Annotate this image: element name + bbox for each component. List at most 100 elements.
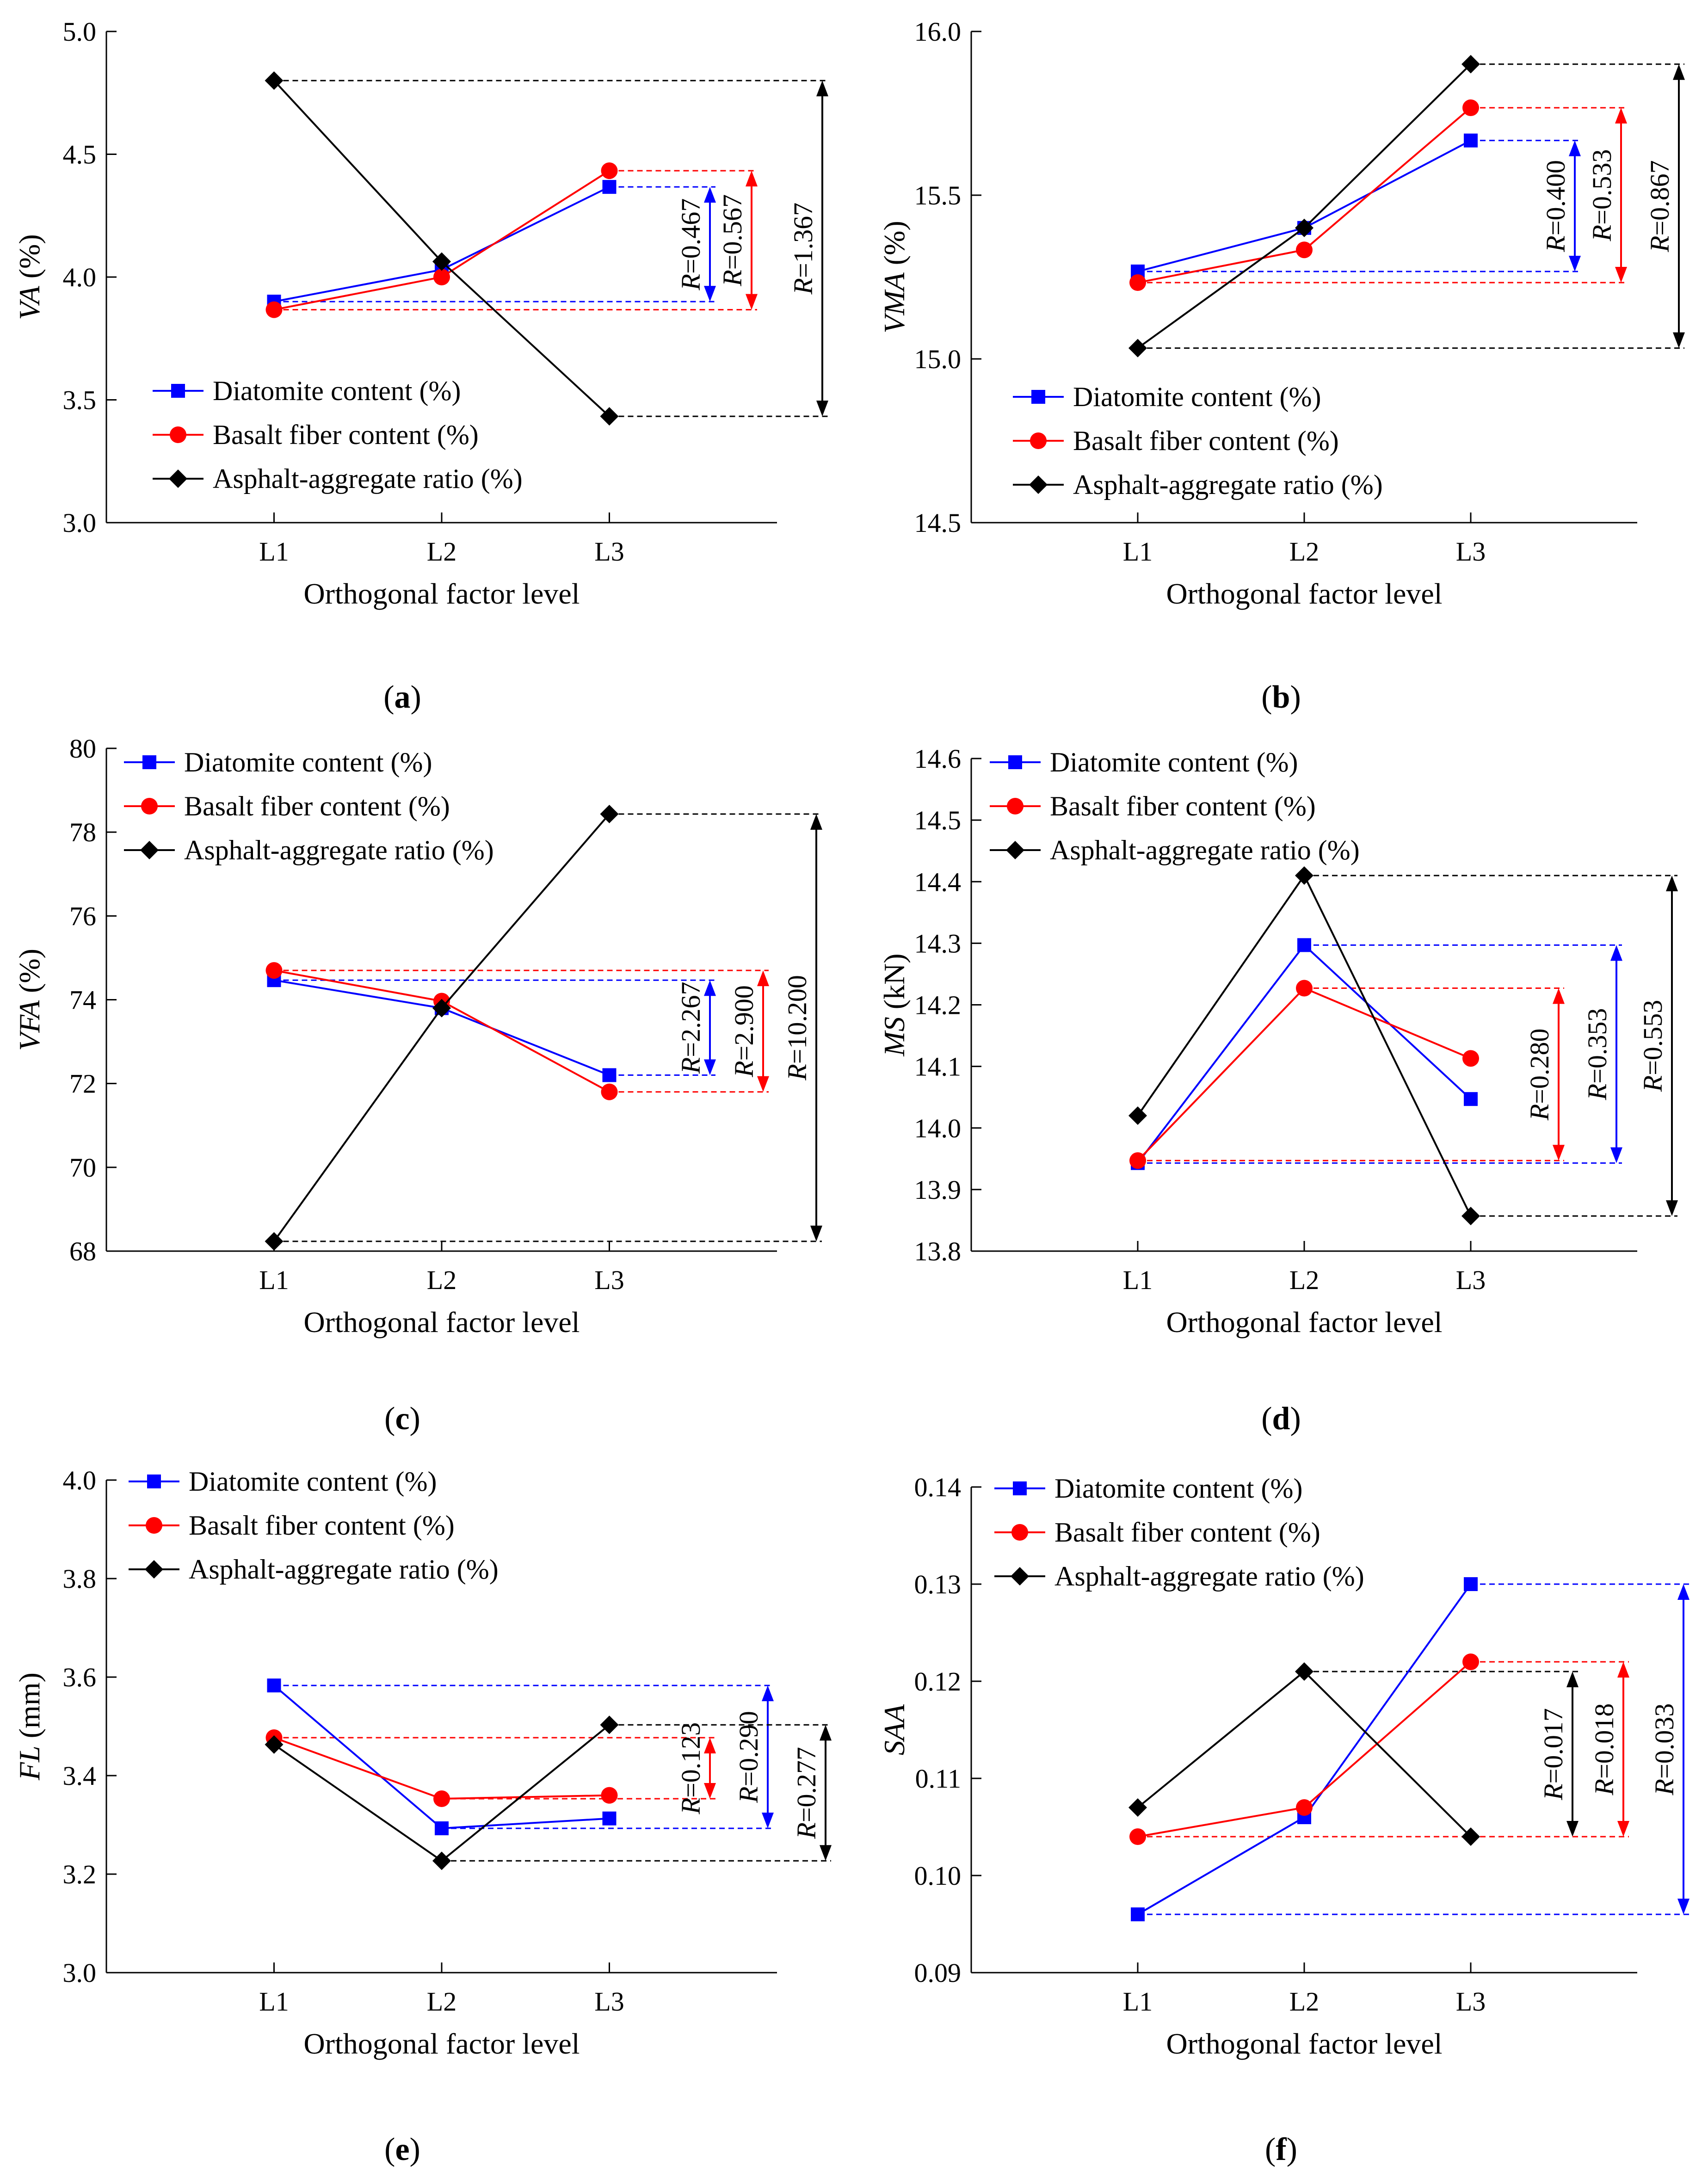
- data-point-2-2: [600, 804, 619, 823]
- data-point-1-2: [601, 1083, 618, 1100]
- panel-label: (b): [1261, 679, 1301, 715]
- y-axis-title-part: VA: [13, 285, 46, 320]
- panel-label-close: ): [1287, 2132, 1297, 2167]
- data-point-2-2: [1461, 1207, 1480, 1226]
- legend-label: Asphalt-aggregate ratio (%): [1050, 835, 1360, 865]
- range-arrow-head-down: [1666, 1200, 1678, 1216]
- y-tick-label: 3.8: [63, 1564, 97, 1594]
- panel-label-open: (: [1261, 1401, 1272, 1437]
- range-label-value: =0.017: [1538, 1708, 1568, 1783]
- legend-label: Basalt fiber content (%): [184, 791, 450, 821]
- range-label-r: R: [1541, 235, 1571, 252]
- range-arrow-head-down: [1673, 332, 1685, 348]
- chart-panel-b: 14.5 15.0 15.5 16.0 L1 L2 L3 Orthogonal factor …: [878, 17, 1685, 715]
- y-tick-label: 16.0: [914, 17, 962, 47]
- legend-label: Basalt fiber content (%): [1073, 426, 1339, 456]
- data-point-1-1: [433, 269, 450, 285]
- data-point-0-2: [602, 1811, 617, 1826]
- y-tick-label: 3.5: [63, 385, 97, 415]
- legend-label: Asphalt-aggregate ratio (%): [1073, 469, 1383, 500]
- range-arrow-head-up: [746, 171, 758, 187]
- data-point-2-0: [1128, 1106, 1147, 1125]
- range-arrow-head-up: [1666, 875, 1678, 891]
- data-point-0-1: [435, 1821, 449, 1835]
- legend-label: Diatomite content (%): [1073, 382, 1321, 412]
- data-point-1-2: [601, 162, 618, 179]
- legend-marker: [140, 841, 159, 859]
- range-label-r: R: [1582, 1084, 1612, 1100]
- y-axis-title: FL (mm): [13, 1672, 46, 1781]
- range-label-r: R: [676, 1057, 706, 1074]
- y-axis-title-part: (%): [878, 221, 911, 272]
- y-axis-title: SAA: [878, 1704, 911, 1755]
- data-point-1-2: [601, 1787, 618, 1804]
- data-point-1-1: [1296, 241, 1313, 259]
- data-point-1-0: [265, 962, 283, 979]
- range-arrow-head-up: [1553, 988, 1565, 1004]
- range-label: R=0.467: [676, 198, 706, 291]
- panel-label-open: (: [1261, 679, 1272, 715]
- range-label-value: =0.277: [791, 1747, 821, 1822]
- x-tick-label: L2: [427, 537, 456, 567]
- y-axis-title-part: (%): [13, 234, 46, 286]
- legend-label: Asphalt-aggregate ratio (%): [213, 463, 523, 494]
- range-arrow-head-down: [1615, 267, 1627, 283]
- data-point-0-2: [1464, 1577, 1478, 1591]
- range-label-value: =2.267: [676, 982, 706, 1057]
- range-arrow-head-up: [704, 980, 716, 996]
- panel-label-close: ): [1290, 679, 1301, 715]
- range-label-value: =0.400: [1541, 160, 1571, 235]
- range-label-value: =0.353: [1582, 1008, 1612, 1084]
- range-label-r: R: [717, 270, 747, 286]
- legend-marker: [1007, 798, 1024, 814]
- range-label: R=1.367: [788, 203, 818, 295]
- data-point-0-2: [1464, 133, 1478, 148]
- data-point-0-1: [1297, 938, 1311, 952]
- legend-marker: [170, 426, 186, 443]
- range-label-r: R: [734, 1786, 764, 1803]
- panel-label-open: (: [383, 679, 394, 715]
- panel-label: (a): [383, 679, 421, 715]
- legend-label: Asphalt-aggregate ratio (%): [184, 835, 494, 865]
- range-arrow-head-up: [810, 814, 822, 830]
- data-point-2-0: [265, 1232, 284, 1251]
- data-point-2-2: [600, 407, 619, 426]
- y-tick-label: 14.3: [914, 928, 962, 958]
- range-arrow-head-up: [816, 80, 828, 97]
- x-tick-label: L2: [1289, 537, 1319, 567]
- range-arrow-head-down: [1566, 1821, 1579, 1837]
- data-point-2-1: [1295, 1662, 1313, 1681]
- data-point-1-0: [1129, 1152, 1146, 1169]
- data-point-1-2: [1462, 1654, 1479, 1670]
- x-axis-title: Orthogonal factor level: [303, 2027, 580, 2060]
- range-label: R=0.033: [1649, 1703, 1679, 1796]
- legend-label: Diatomite content (%): [1054, 1473, 1302, 1504]
- range-arrow-head-up: [1615, 107, 1627, 123]
- range-label: R=0.353: [1582, 1008, 1612, 1101]
- range-label-value: =0.567: [717, 194, 747, 270]
- range-arrow-head-up: [704, 1737, 716, 1753]
- data-point-2-1: [1295, 866, 1313, 885]
- range-label: R=0.567: [717, 194, 747, 287]
- x-tick-label: L1: [1123, 537, 1153, 567]
- legend-label: Diatomite content (%): [189, 1466, 437, 1497]
- data-point-1-2: [1462, 1050, 1479, 1067]
- data-point-1-1: [1296, 980, 1313, 997]
- y-axis-title-part: VMA: [878, 272, 911, 333]
- panel-label-close: ): [410, 2132, 420, 2167]
- panel-label-letter: b: [1272, 679, 1290, 715]
- series-line-0: [1137, 944, 1472, 1164]
- y-tick-label: 13.9: [914, 1175, 962, 1205]
- range-label: R=0.290: [734, 1711, 764, 1803]
- range-arrow-head-down: [757, 1076, 769, 1092]
- panel-label-letter: d: [1272, 1401, 1290, 1437]
- x-axis-title: Orthogonal factor level: [1166, 577, 1442, 610]
- range-label-r: R: [676, 1798, 706, 1814]
- range-arrow-head-down: [1553, 1145, 1565, 1161]
- x-tick-label: L1: [259, 1987, 289, 2017]
- data-point-2-0: [1128, 339, 1147, 358]
- range-label-value: =1.367: [788, 203, 818, 278]
- legend-marker: [141, 798, 158, 814]
- range-label-value: =0.018: [1589, 1703, 1619, 1779]
- y-tick-label: 0.11: [915, 1764, 961, 1794]
